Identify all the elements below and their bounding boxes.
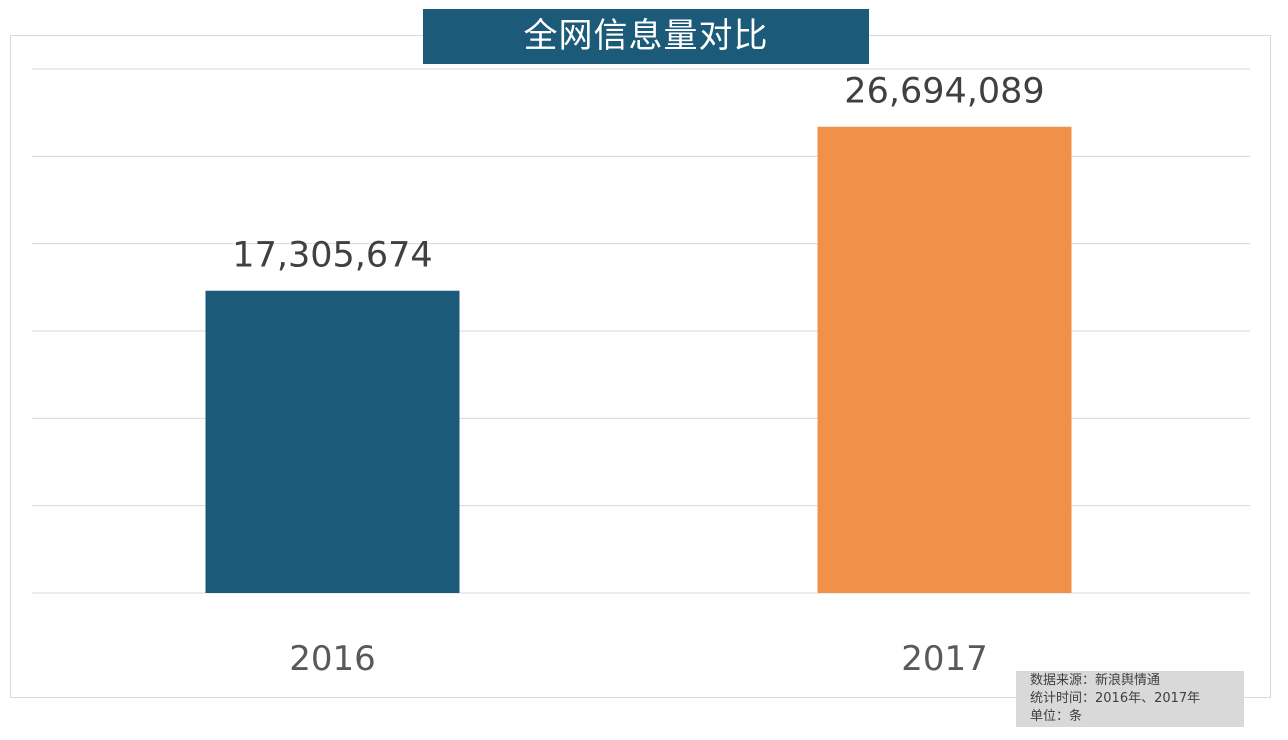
period-line: 统计时间：2016年、2017年 xyxy=(1030,691,1201,706)
chart-title: 全网信息量对比 xyxy=(423,9,869,64)
source-note: 数据来源：新浪舆情通 统计时间：2016年、2017年 单位：条 xyxy=(1016,671,1244,727)
category-label: 2016 xyxy=(289,639,376,679)
data-label: 26,694,089 xyxy=(844,72,1044,112)
data-label: 17,305,674 xyxy=(232,236,432,276)
unit-line: 单位：条 xyxy=(1030,709,1083,724)
bar-2017 xyxy=(817,126,1072,593)
category-label: 2017 xyxy=(901,639,988,679)
bar-2016 xyxy=(205,290,460,593)
source-line: 数据来源：新浪舆情通 xyxy=(1030,673,1161,688)
